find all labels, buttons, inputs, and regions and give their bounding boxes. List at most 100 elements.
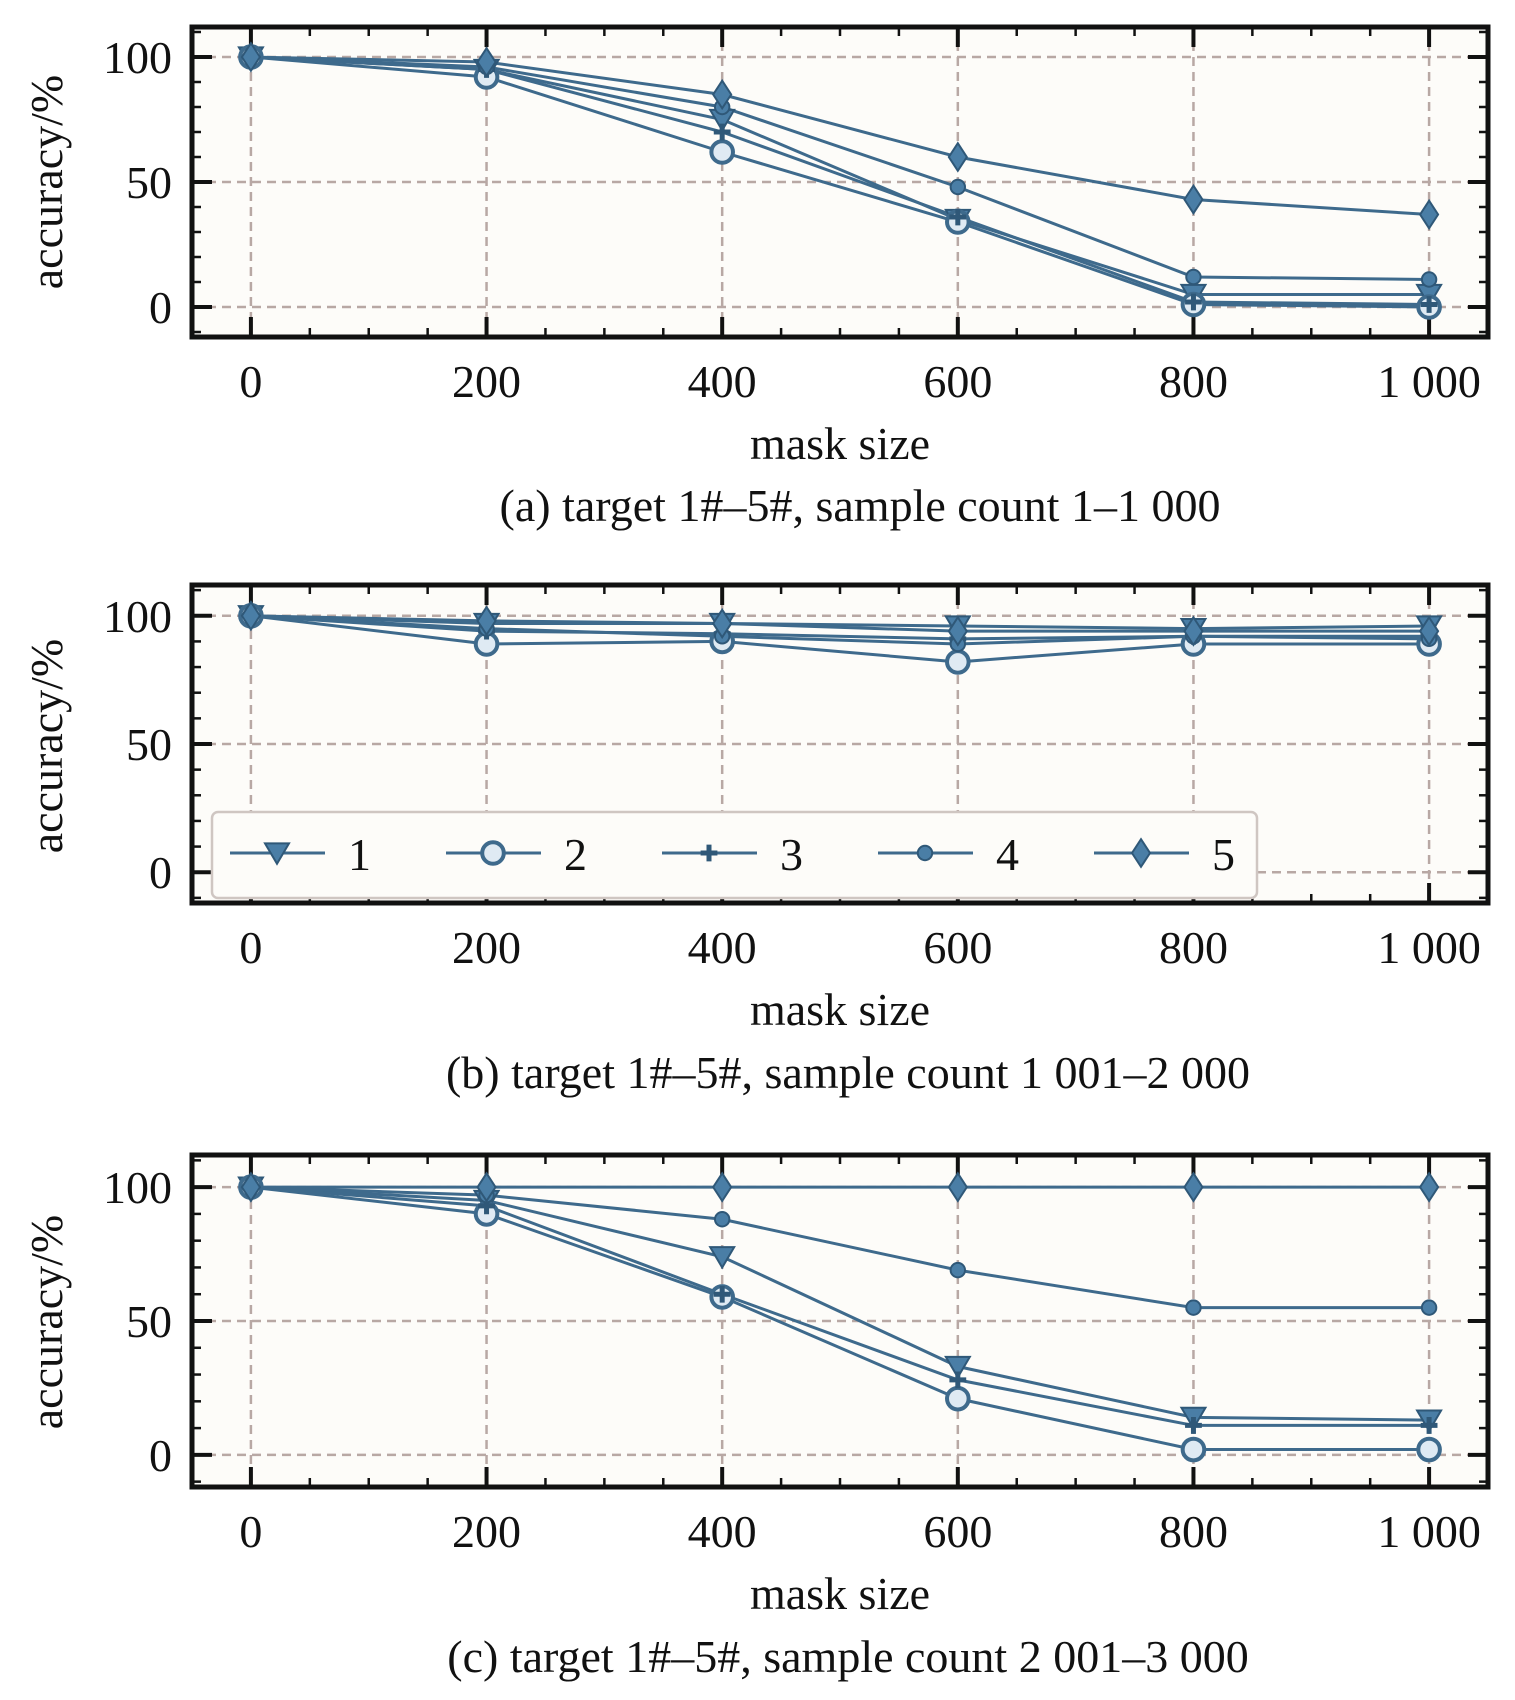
panel-c-x-tick-label-4: 800 (1159, 1506, 1228, 1557)
panel-c-series-2-line (250, 1185, 1430, 1452)
panel-a-series-3-point-4 (1185, 293, 1202, 311)
panel-c-series-1-point-2 (708, 1246, 736, 1270)
panel-c-y-tick-label-2: 100 (103, 1162, 172, 1213)
panel-a-y-tick-label-0: 0 (149, 282, 172, 333)
panel-a-x-tick-label-3: 600 (923, 356, 992, 407)
panel-a-series-5-point-4 (1183, 183, 1204, 216)
panel-b-series-1-line (250, 614, 1430, 631)
panel-a-series-2-line (250, 55, 1430, 309)
panel-a-caption: (a) target 1#–5#, sample count 1–1 000 (500, 480, 1221, 531)
panel-a-x-tick-label-2: 400 (688, 356, 757, 407)
panel-c-series-1-line (250, 1185, 1430, 1422)
panel-a-series-3-line (250, 55, 1430, 306)
panel-b-series-5-line (250, 614, 1430, 633)
panel-b-series-5-point-4 (1183, 615, 1204, 647)
panel-c-series-3-line (250, 1185, 1430, 1427)
panel-b-ylabel: accuracy/% (21, 639, 72, 854)
panel-c-series-2-point-4 (1180, 1436, 1207, 1463)
panel-c: 0 200 400 600 800 1 000 0 50 100 mask size accur… (21, 1152, 1491, 1682)
panel-b-series-2-point-3 (945, 649, 971, 675)
panel-b-xlabel: mask size (750, 984, 930, 1035)
panel-b-x-tick-label-5: 1 000 (1377, 922, 1481, 973)
panel-b-caption: (b) target 1#–5#, sample count 1 001–2 0… (446, 1047, 1250, 1098)
panel-a-series-5-line (250, 55, 1430, 216)
panel-b-series-5-point-0 (240, 600, 262, 632)
legend-label-4: 4 (996, 829, 1019, 880)
panel-b-series-2-line (250, 614, 1430, 664)
panel-c-series-1-point-3 (944, 1355, 972, 1380)
panel-a-series-5-point-3 (947, 141, 969, 173)
panel-a-series-3-point-3 (949, 208, 967, 226)
legend-label-1: 1 (348, 829, 371, 880)
legend-marker-5 (1130, 837, 1152, 869)
panel-c-series-3-point-3 (949, 1371, 967, 1389)
panel-c-xlabel: mask size (750, 1568, 930, 1619)
panel-a-series-5-point-1 (476, 46, 497, 78)
panel-b-y-tick-label-1: 50 (126, 719, 172, 770)
panel-a-plot-area: 0 200 400 600 800 1 000 0 50 100 (103, 24, 1491, 407)
panel-c-x-tick-label-3: 600 (923, 1506, 992, 1557)
panel-c-ylabel: accuracy/% (21, 1215, 72, 1430)
panel-a-series-5-point-0 (240, 41, 262, 73)
panel-c-series-5-point-5 (1418, 1171, 1440, 1203)
panel-c-series-3-point-5 (1420, 1417, 1438, 1434)
panel-b-series-5-point-3 (947, 615, 969, 647)
panel-c-x-tick-label-0: 0 (239, 1506, 262, 1557)
panel-b-y-tick-label-2: 100 (103, 591, 172, 642)
panel-b-x-tick-label-1: 200 (452, 922, 521, 973)
legend-label-3: 3 (780, 829, 803, 880)
panel-c-series-5-point-4 (1183, 1171, 1204, 1203)
panel-a-series-4-point-4 (1185, 268, 1202, 286)
panel-c-series-5-point-2 (711, 1171, 733, 1203)
panel-c-series-4-point-2 (713, 1211, 731, 1228)
legend-marker-2 (480, 840, 506, 866)
panel-c-series-2-point-5 (1416, 1436, 1442, 1463)
panel-a-x-tick-label-5: 1 000 (1377, 356, 1481, 407)
legend-label-5: 5 (1212, 829, 1235, 880)
panel-c-series-5-point-0 (240, 1171, 262, 1203)
panel-c-y-tick-label-0: 0 (149, 1430, 172, 1481)
panel-a-y-tick-label-1: 50 (126, 157, 172, 208)
panel-a: 0 200 400 600 800 1 000 0 50 100 mask size accur… (21, 24, 1491, 531)
legend-marker-3 (700, 844, 718, 862)
panel-a-series-4-point-3 (949, 178, 967, 196)
panel-b-x-tick-label-2: 400 (688, 922, 757, 973)
panel-c-series-5-point-3 (947, 1171, 969, 1203)
panel-a-x-tick-label-1: 200 (452, 356, 521, 407)
panel-a-series-4-line (250, 55, 1430, 281)
panel-a-series-5-point-2 (711, 78, 733, 111)
panel-c-y-tick-label-1: 50 (126, 1296, 172, 1347)
panel-a-series-5-point-5 (1418, 198, 1440, 231)
panel-b-series-5-point-2 (711, 607, 733, 640)
panel-a-y-tick-label-2: 100 (103, 32, 172, 83)
panel-b-series-5-point-1 (476, 605, 497, 637)
panel-c-series-4-point-4 (1185, 1299, 1202, 1316)
panel-c-series-2-point-3 (945, 1385, 971, 1412)
panel-a-series-2-point-2 (709, 139, 735, 165)
panel-b-legend-box (210, 810, 1259, 900)
panel-a-series-3-point-2 (713, 123, 731, 141)
panel-b-series-4-line (250, 614, 1430, 646)
panel-c-series-4-point-5 (1420, 1299, 1438, 1316)
panel-c-series-4-point-3 (949, 1261, 967, 1279)
panel-c-frame (189, 1152, 1491, 1490)
panel-c-x-tick-label-2: 400 (688, 1506, 757, 1557)
panel-c-series-3-point-2 (713, 1285, 731, 1303)
panel-a-x-tick-label-0: 0 (239, 356, 262, 407)
legend-marker-4 (916, 844, 934, 862)
panel-b-plot-area: 0 200 400 600 800 1 000 0 50 100 1 2 3 4 5 (103, 582, 1491, 973)
panel-b-x-tick-label-4: 800 (1159, 922, 1228, 973)
panel-b-frame (189, 582, 1491, 906)
panel-a-xlabel: mask size (750, 418, 930, 469)
panel-a-series-4-point-5 (1420, 271, 1438, 288)
panel-b-legend: 1 2 3 4 5 (210, 810, 1259, 900)
panel-c-x-tick-label-1: 200 (452, 1506, 521, 1557)
panel-a-series-3-point-5 (1420, 296, 1438, 313)
panel-c-plot-area: 0 200 400 600 800 1 000 0 50 100 (103, 1152, 1491, 1557)
panel-b-y-tick-label-0: 0 (149, 847, 172, 898)
panel-c-x-tick-label-5: 1 000 (1377, 1506, 1481, 1557)
panel-a-ylabel: accuracy/% (21, 75, 72, 290)
panel-b-x-tick-label-3: 600 (923, 922, 992, 973)
